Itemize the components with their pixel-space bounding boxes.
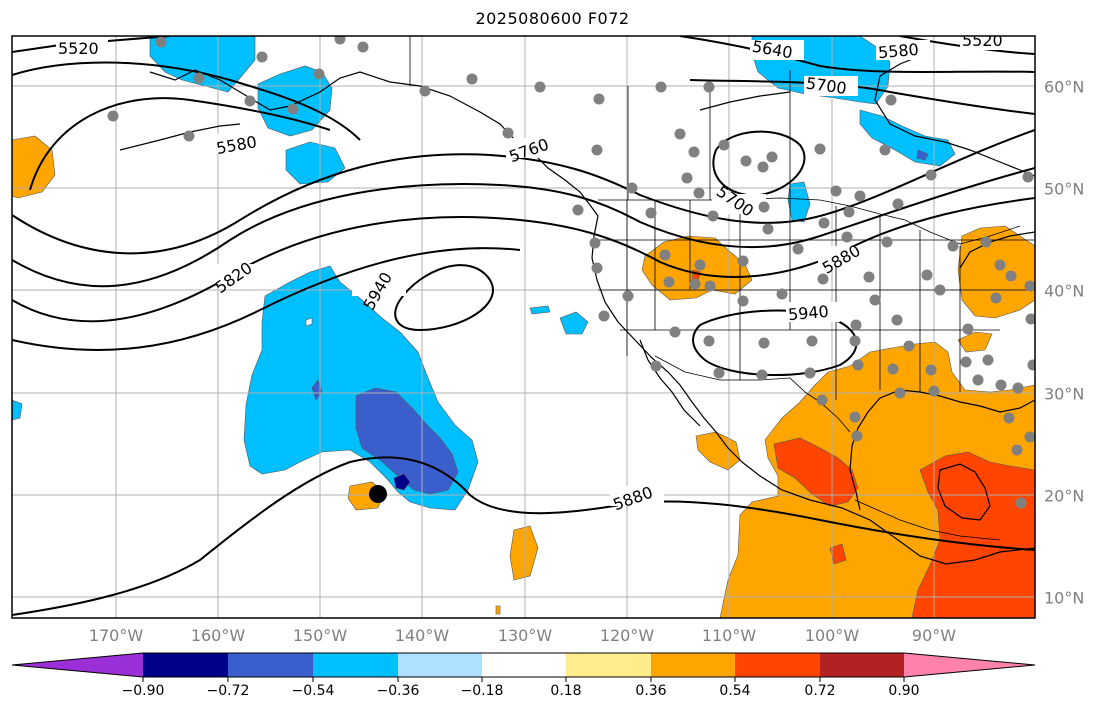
longitude-label: 140°W: [394, 626, 450, 645]
colorbar-tick-label: 0.72: [804, 683, 836, 699]
map-frame: [11, 35, 1036, 619]
colorbar-tick-label: −0.90: [121, 683, 165, 699]
contour-label-5940-us: 5940: [787, 302, 829, 324]
longitude-label: 170°W: [88, 626, 144, 645]
political-borders: [409, 36, 1035, 541]
colorbar-tick-label: −0.36: [376, 683, 420, 699]
longitude-label: 90°W: [911, 626, 957, 645]
colorbar-tick-label: −0.18: [460, 683, 504, 699]
colorbar-tick-label: −0.54: [291, 683, 335, 699]
longitude-label: 130°W: [497, 626, 553, 645]
colorbar-tick-label: −0.72: [206, 683, 250, 699]
contour-label-5520-west: 5520: [58, 39, 99, 58]
contour-label-5520-east: 5520: [962, 31, 1003, 50]
graticule: [12, 36, 1035, 618]
latitude-label: 50°N: [1044, 179, 1085, 199]
longitude-label: 110°W: [701, 626, 757, 645]
colorbar-tick-label: 0.90: [888, 683, 920, 699]
longitude-label: 120°W: [599, 626, 655, 645]
colorbar-tick-label: 0.36: [635, 683, 667, 699]
latitude-label: 20°N: [1044, 486, 1085, 506]
colorbar-extend-high: [904, 653, 1035, 677]
storm-center-marker: [369, 485, 387, 503]
contour-labels: 5520 5580 5640 5580 5520 5700 5580 5760 …: [58, 31, 1003, 515]
longitude-label: 150°W: [292, 626, 348, 645]
negative-anomaly-fill: [12, 36, 956, 511]
positive-anomaly-fill: [12, 135, 1035, 618]
contour-label-5580-east: 5580: [877, 40, 919, 62]
colorbar-extend-low: [12, 653, 143, 677]
latitude-label: 10°N: [1044, 588, 1085, 608]
station-markers: [107, 36, 1035, 509]
colorbar-tick-label: 0.54: [719, 683, 751, 699]
latitude-label: 60°N: [1044, 77, 1085, 97]
longitude-label: 100°W: [804, 626, 860, 645]
latitude-label: 30°N: [1044, 384, 1085, 404]
longitude-label: 160°W: [190, 626, 246, 645]
colorbar-tick-label: 0.18: [550, 683, 582, 699]
latitude-label: 40°N: [1044, 281, 1085, 301]
colorbar: [11, 652, 1036, 682]
height-contours: [12, 36, 1035, 616]
map-title: 2025080600 F072: [475, 9, 630, 28]
